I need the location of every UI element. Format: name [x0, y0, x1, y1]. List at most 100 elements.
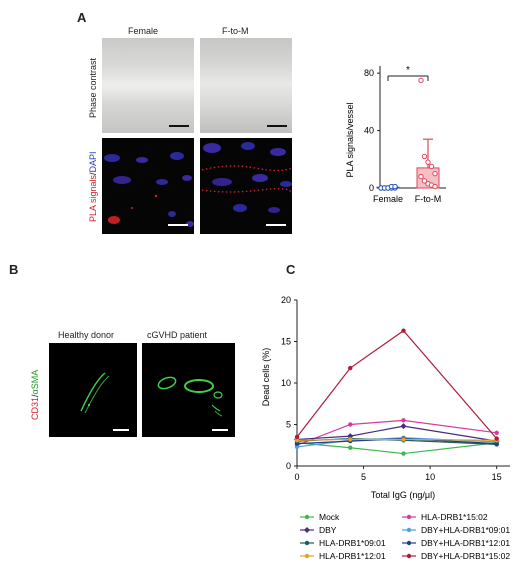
- a-point: [425, 159, 431, 165]
- c-legend-label: HLA-DRB1*09:01: [319, 538, 386, 548]
- asma-label-part: αSMA: [30, 369, 40, 395]
- c-point: [294, 441, 300, 446]
- col-label-female: Female: [128, 26, 159, 36]
- a-y-ticks: 0 40 80: [364, 68, 380, 193]
- a-point: [421, 153, 428, 160]
- c-point: [348, 422, 353, 427]
- c-legend: Mock HLA-DRB1*15:02 DBY DBY+HLA-DRB1*09:01 H…: [300, 512, 510, 561]
- c-x-tick-label: 15: [492, 472, 502, 482]
- c-legend-label: DBY+HLA-DRB1*09:01: [421, 525, 510, 535]
- c-y-ticks: 0 5 10 15 20: [281, 295, 297, 471]
- c-point: [294, 438, 300, 443]
- c-y-tick-label: 15: [281, 337, 291, 347]
- cgvhd-vessels: [157, 376, 228, 431]
- c-x-ticks: 0 5 10 15: [294, 466, 502, 482]
- c-series-line: [296, 425, 497, 442]
- c-series-line: [296, 442, 497, 455]
- panel-c-chart: Dead cells (%) 0 5 10 15 20 0 5 10 15 Total IgG…: [261, 295, 510, 561]
- if-image-healthy-donor: [49, 343, 137, 437]
- pla-female-cells: [104, 152, 194, 227]
- a-point: [432, 170, 438, 177]
- col-label-ftom: F-to-M: [222, 26, 249, 36]
- c-series-line: [296, 329, 498, 440]
- c-legend-label: HLA-DRB1*15:02: [421, 512, 488, 522]
- healthy-vessel: [80, 372, 129, 431]
- a-point: [418, 173, 424, 180]
- c-legend-label: HLA-DRB1*12:01: [319, 551, 386, 561]
- c-y-tick-label: 5: [286, 420, 291, 430]
- dapi-label-part: DAPI: [88, 151, 98, 173]
- scale-bar: [169, 125, 189, 127]
- c-point: [494, 441, 499, 446]
- significance-star: *: [406, 65, 410, 76]
- c-point: [348, 365, 353, 371]
- c-series: [294, 328, 500, 456]
- pla-label-part: PLA signals: [88, 174, 98, 222]
- a-y-axis-label: PLA signals/vessel: [345, 102, 355, 177]
- row-label-pla: PLA signals/DAPI: [88, 151, 98, 222]
- c-point: [401, 328, 406, 333]
- pla-ftom-cells: [201, 142, 293, 226]
- c-point: [294, 434, 300, 440]
- c-series-line: [296, 438, 497, 441]
- pla-sep: /: [88, 172, 98, 175]
- c-point: [401, 437, 406, 442]
- panel-c-letter: C: [286, 262, 296, 277]
- c-x-tick-label: 0: [294, 472, 299, 482]
- label-healthy-donor: Healthy donor: [58, 330, 115, 340]
- a-point: [421, 178, 428, 184]
- c-legend-marker: [406, 514, 412, 520]
- c-legend-marker: [304, 514, 310, 520]
- c-y-tick-label: 20: [281, 295, 291, 305]
- if-image-cgvhd-patient: [142, 343, 235, 437]
- cd31-label-part: CD31: [30, 396, 40, 420]
- c-point: [400, 423, 407, 430]
- c-legend-marker: [304, 553, 310, 559]
- a-point: [428, 163, 435, 170]
- row-label-phase: Phase contrast: [88, 57, 98, 118]
- phase-image-ftom: [200, 38, 292, 133]
- row-label-cd31-asma: CD31/αSMA: [30, 370, 40, 420]
- c-point: [401, 418, 406, 423]
- a-y-tick-label: 0: [369, 183, 374, 193]
- panel-a-letter: A: [77, 10, 87, 25]
- c-legend-marker: [406, 540, 412, 546]
- cd31-sep: /: [30, 394, 40, 397]
- c-x-tick-label: 10: [425, 472, 435, 482]
- c-legend-marker: [304, 527, 310, 533]
- a-point: [418, 77, 424, 84]
- panel-b-letter: B: [9, 262, 19, 277]
- c-point: [494, 436, 499, 441]
- a-point: [432, 183, 438, 190]
- c-point: [494, 430, 499, 435]
- c-legend-marker: [304, 540, 310, 546]
- c-series-line: [296, 419, 497, 446]
- c-y-axis-label: Dead cells (%): [261, 348, 271, 407]
- c-point: [348, 437, 353, 442]
- a-x-tick-labels: Female F-to-M: [373, 194, 441, 204]
- c-legend-marker: [406, 553, 412, 559]
- c-y-tick-label: 0: [286, 461, 291, 471]
- c-x-tick-label: 5: [361, 472, 366, 482]
- c-legend-label: DBY+HLA-DRB1*15:02: [421, 551, 510, 561]
- label-cgvhd-patient: cGVHD patient: [147, 330, 208, 340]
- c-legend-label: Mock: [319, 512, 340, 522]
- c-legend-label: DBY+HLA-DRB1*12:01: [421, 538, 510, 548]
- c-y-tick-label: 10: [281, 378, 291, 388]
- c-x-axis-label: Total IgG (ng/μl): [371, 490, 435, 500]
- a-points: [378, 77, 438, 191]
- a-x-tick-label: F-to-M: [415, 194, 442, 204]
- c-legend-marker: [406, 527, 412, 533]
- a-point: [392, 183, 398, 190]
- c-point: [294, 444, 300, 450]
- phase-image-female: [102, 38, 194, 133]
- a-y-tick-label: 40: [364, 126, 374, 136]
- c-legend-label: DBY: [319, 525, 337, 535]
- pla-image-ftom: [200, 138, 293, 234]
- panel-a-chart: PLA signals/vessel 0 40 80 * Female F-to-M: [345, 65, 446, 204]
- c-point: [401, 451, 406, 456]
- a-y-tick-label: 80: [364, 68, 374, 78]
- a-x-tick-label: Female: [373, 194, 403, 204]
- pla-image-female: [102, 138, 194, 234]
- scale-bar: [267, 125, 287, 127]
